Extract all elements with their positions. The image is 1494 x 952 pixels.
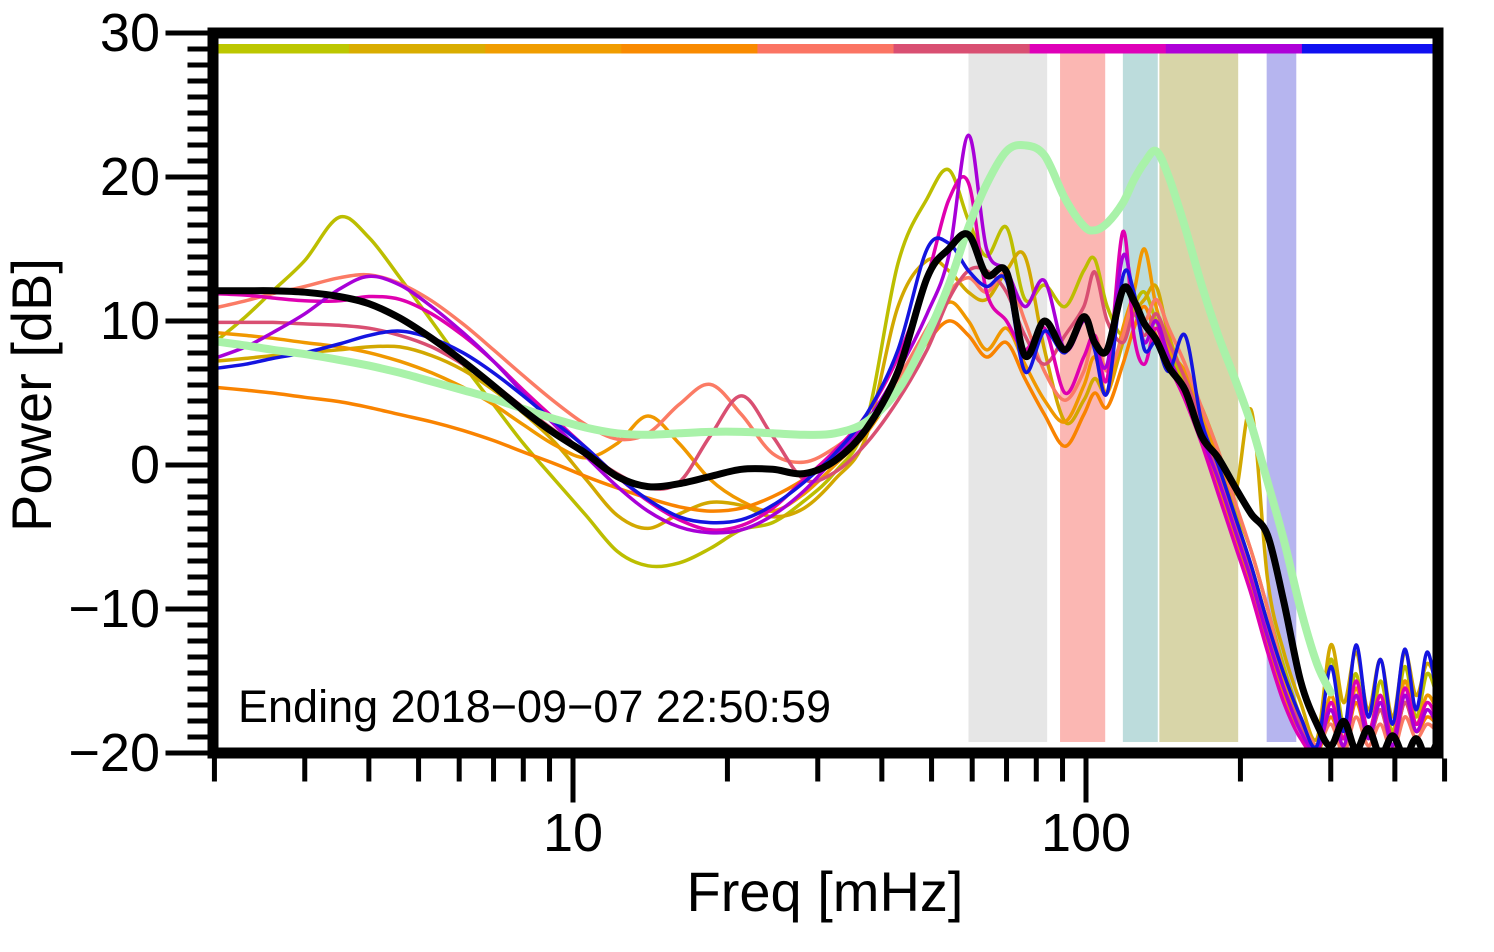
colorbar-segment-5	[757, 44, 895, 54]
curve-s3-amber	[213, 247, 1438, 753]
curve-s8-purple	[213, 133, 1438, 753]
y-tick-label-−10: −10	[68, 579, 160, 639]
x-tick-label-10: 10	[542, 803, 604, 863]
colorbar-segment-4	[621, 44, 758, 54]
curve-mean-black	[213, 230, 1438, 753]
x-tick-label-100: 100	[1040, 803, 1132, 863]
curve-s9-blue	[213, 236, 1438, 750]
top-colorbar	[213, 44, 1439, 54]
colorbar-segment-7	[1029, 44, 1167, 54]
curve-s2-gold	[213, 250, 1438, 743]
ending-time-annotation: Ending 2018−09−07 22:50:59	[238, 681, 832, 732]
shaded-frequency-bands	[968, 53, 1297, 742]
x-axis-label: Freq [mHz]	[686, 860, 964, 923]
spectra-curves	[213, 133, 1438, 753]
colorbar-segment-1	[213, 44, 350, 54]
colorbar-segment-3	[485, 44, 622, 54]
axis-ticks	[165, 30, 1448, 803]
colorbar-segment-6	[893, 44, 1031, 54]
y-axis-label: Power [dB]	[0, 258, 63, 532]
colorbar-segment-8	[1165, 44, 1303, 54]
y-tick-label-30: 30	[99, 3, 160, 63]
curve-s6-rose	[213, 265, 1438, 752]
colorbar-segment-9	[1301, 44, 1439, 54]
y-tick-label-0: 0	[129, 435, 160, 495]
y-tick-label-20: 20	[99, 147, 160, 207]
colorbar-segment-2	[349, 44, 486, 54]
y-tick-label-10: 10	[99, 291, 160, 351]
y-tick-label-−20: −20	[68, 723, 160, 783]
curve-reference-light-green	[213, 140, 1335, 697]
plot-frame	[207, 27, 1444, 759]
